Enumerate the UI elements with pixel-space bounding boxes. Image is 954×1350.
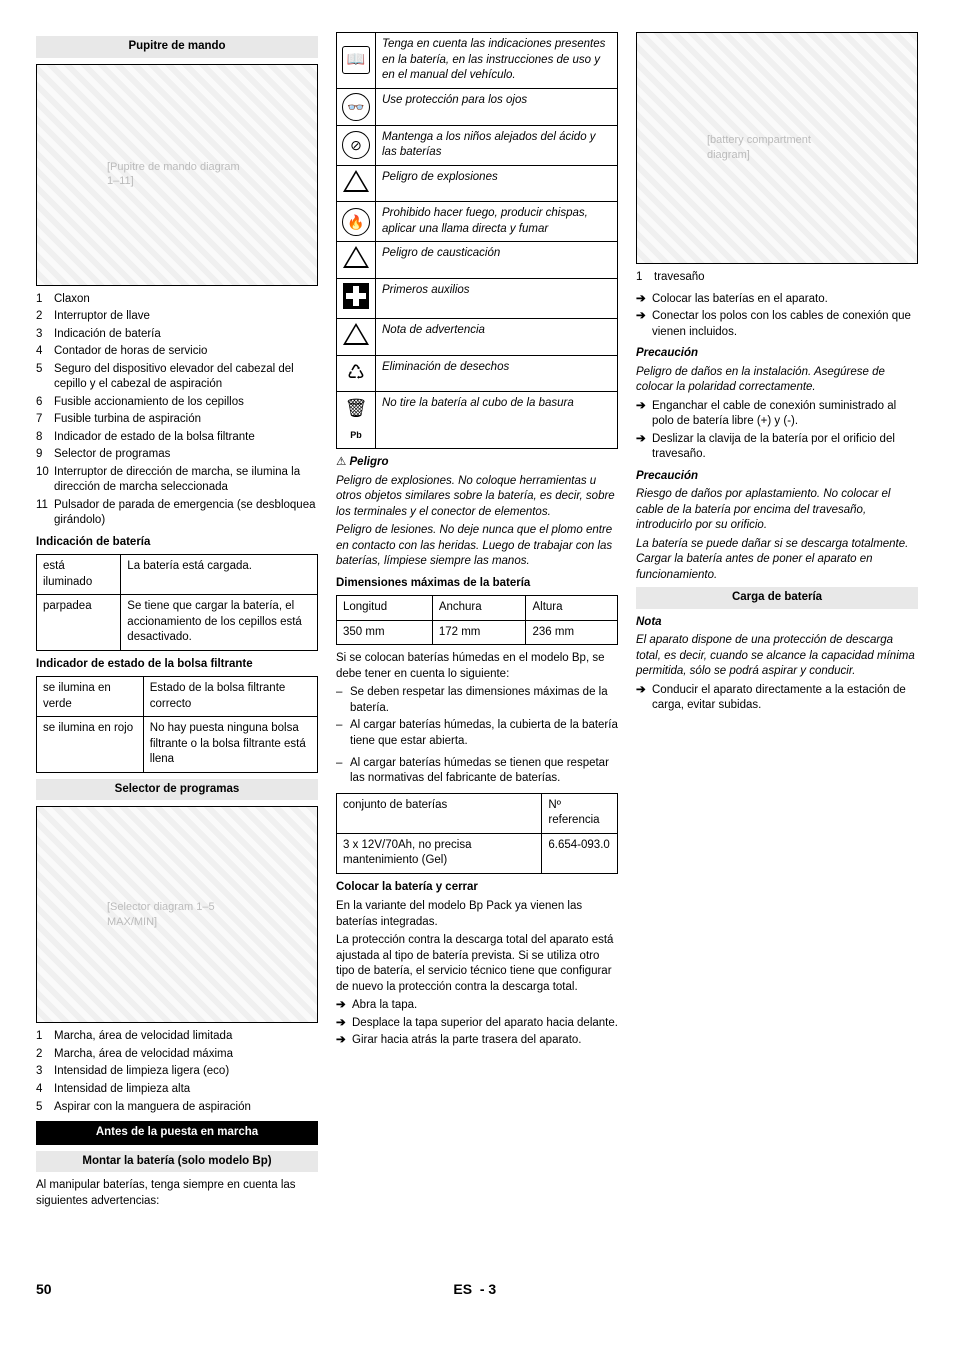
subheading-dimensiones: Dimensiones máximas de la batería <box>336 576 618 592</box>
legend-item: 10Interruptor de dirección de marcha, se… <box>36 465 318 496</box>
heading-carga-bateria: Carga de batería <box>636 587 918 609</box>
list-arrows-3: Enganchar el cable de conexión suministr… <box>636 399 918 463</box>
page-footer: 50 ES - 3 <box>36 1280 918 1299</box>
text-precaucion-2b: La batería se puede dañar si se descarga… <box>636 537 918 584</box>
arrow-item: Colocar las baterías en el aparato. <box>636 292 918 308</box>
recycle-icon: ♺ <box>337 355 376 391</box>
list-dim-bullets: Se deben respetar las dimensiones máxima… <box>336 685 618 749</box>
table-bolsa: se ilumina en verdeEstado de la bolsa fi… <box>36 676 318 773</box>
text-precaucion-2a: Riesgo de daños por aplastamiento. No co… <box>636 487 918 534</box>
label-precaucion-2: Precaución <box>636 469 918 485</box>
warning-text: Prohibido hacer fuego, producir chispas,… <box>376 202 618 242</box>
firstaid-icon <box>337 278 376 319</box>
heading-antes: Antes de la puesta en marcha <box>36 1121 318 1145</box>
legend-item: 5Aspirar con la manguera de aspiración <box>36 1100 318 1116</box>
warning-text: Mantenga a los niños alejados del ácido … <box>376 125 618 165</box>
warn-icon <box>337 319 376 356</box>
diagram-selector <box>36 806 318 1023</box>
list-arrows-2: Colocar las baterías en el aparato.Conec… <box>636 292 918 341</box>
caustic-icon <box>337 242 376 279</box>
label-nota: Nota <box>636 615 918 631</box>
arrow-item: Desplace la tapa superior del aparato ha… <box>336 1016 618 1032</box>
heading-selector: Selector de programas <box>36 779 318 801</box>
legend-item: 2Interruptor de llave <box>36 309 318 325</box>
nobin-icon: 🗑Pb <box>337 391 376 449</box>
legend-item: 2Marcha, área de velocidad máxima <box>36 1047 318 1063</box>
list-item: Se deben respetar las dimensiones máxima… <box>336 685 618 716</box>
arrow-item: Enganchar el cable de conexión suministr… <box>636 399 918 430</box>
arrow-item: Deslizar la clavija de la batería por el… <box>636 432 918 463</box>
heading-pupitre: Pupitre de mando <box>36 36 318 58</box>
heading-montar-bateria: Montar la batería (solo modelo Bp) <box>36 1151 318 1173</box>
legend-item: 1Claxon <box>36 292 318 308</box>
table-conjunto-baterias: conjunto de bateríasNº referencia3 x 12V… <box>336 793 618 874</box>
legend-item: 9Selector de programas <box>36 447 318 463</box>
diagram-control-panel <box>36 64 318 286</box>
legend-item: 5Seguro del dispositivo elevador del cab… <box>36 362 318 393</box>
legend-item: 6Fusible accionamiento de los cepillos <box>36 395 318 411</box>
list-col3-top: Al cargar baterías húmedas se tienen que… <box>336 756 618 787</box>
legend-control-panel: 1Claxon2Interruptor de llave 3Indicación … <box>36 292 318 529</box>
table-warnings: 📖Tenga en cuenta las indicaciones presen… <box>336 32 618 449</box>
legend-battery-diagram: 1travesaño <box>636 270 918 286</box>
footer-lang: ES <box>453 1281 472 1297</box>
manual-icon: 📖 <box>337 33 376 89</box>
table-bateria: está iluminadoLa batería está cargada.pa… <box>36 554 318 651</box>
subheading-colocar-bateria: Colocar la batería y cerrar <box>336 880 618 896</box>
warning-text: No tire la batería al cubo de la basura <box>376 391 618 449</box>
list-arrows-4: Conducir el aparato directamente a la es… <box>636 683 918 714</box>
nokids-icon: ⊘ <box>337 125 376 165</box>
arrow-item: Conectar los polos con los cables de con… <box>636 309 918 340</box>
warning-text: Primeros auxilios <box>376 278 618 319</box>
footer-page-center: ES - 3 <box>52 1280 898 1299</box>
warning-text: Nota de advertencia <box>376 319 618 356</box>
arrow-item: Abra la tapa. <box>336 998 618 1014</box>
text-nota: El aparato dispone de una protección de … <box>636 633 918 680</box>
explode-icon <box>337 165 376 202</box>
legend-item: 1Marcha, área de velocidad limitada <box>36 1029 318 1045</box>
diagram-battery-compartment <box>636 32 918 264</box>
text-dim-after: Si se colocan baterías húmedas en el mod… <box>336 651 618 682</box>
footer-page-left: 50 <box>36 1280 52 1299</box>
text-intro-warnings: Al manipular baterías, tenga siempre en … <box>36 1178 318 1209</box>
label-peligro: Peligro <box>350 456 389 468</box>
footer-spacer <box>898 1280 918 1299</box>
arrow-item: Girar hacia atrás la parte trasera del a… <box>336 1033 618 1049</box>
legend-item: 1travesaño <box>636 270 918 286</box>
text-peligro-2: Peligro de lesiones. No deje nunca que e… <box>336 523 618 570</box>
subheading-bolsa: Indicador de estado de la bolsa filtrant… <box>36 657 318 673</box>
text-precaucion-1: Peligro de daños en la instalación. Aseg… <box>636 365 918 396</box>
table-dimensiones: LongitudAnchuraAltura350 mm172 mm236 mm <box>336 595 618 645</box>
legend-item: 4Intensidad de limpieza alta <box>36 1082 318 1098</box>
nofire-icon: 🔥 <box>337 202 376 242</box>
footer-subpage: - 3 <box>480 1281 496 1297</box>
warning-text: Peligro de explosiones <box>376 165 618 202</box>
goggles-icon: 👓 <box>337 88 376 125</box>
text-col3-p1: En la variante del modelo Bp Pack ya vie… <box>336 899 618 930</box>
warning-triangle-icon: ⚠ <box>336 456 346 468</box>
text-col3-p2: La protección contra la descarga total d… <box>336 933 618 995</box>
legend-item: 3Indicación de batería <box>36 327 318 343</box>
warning-text: Use protección para los ojos <box>376 88 618 125</box>
label-precaucion-1: Precaución <box>636 346 918 362</box>
warning-text: Tenga en cuenta las indicaciones present… <box>376 33 618 89</box>
subheading-bateria: Indicación de batería <box>36 535 318 551</box>
legend-item: 11Pulsador de parada de emergencia (se d… <box>36 498 318 529</box>
list-item: Al cargar baterías húmedas se tienen que… <box>336 756 618 787</box>
text-peligro-1: Peligro de explosiones. No coloque herra… <box>336 474 618 521</box>
list-item: Al cargar baterías húmedas, la cubierta … <box>336 718 618 749</box>
legend-selector: 1Marcha, área de velocidad limitada 2Marc… <box>36 1029 318 1115</box>
list-arrows-1: Abra la tapa. Desplace la tapa superior d… <box>336 998 618 1049</box>
arrow-item: Conducir el aparato directamente a la es… <box>636 683 918 714</box>
warning-text: Peligro de causticación <box>376 242 618 279</box>
legend-item: 8Indicador de estado de la bolsa filtran… <box>36 430 318 446</box>
warning-text: Eliminación de desechos <box>376 355 618 391</box>
legend-item: 3Intensidad de limpieza ligera (eco) <box>36 1064 318 1080</box>
legend-item: 4Contador de horas de servicio <box>36 344 318 360</box>
legend-item: 7Fusible turbina de aspiración <box>36 412 318 428</box>
